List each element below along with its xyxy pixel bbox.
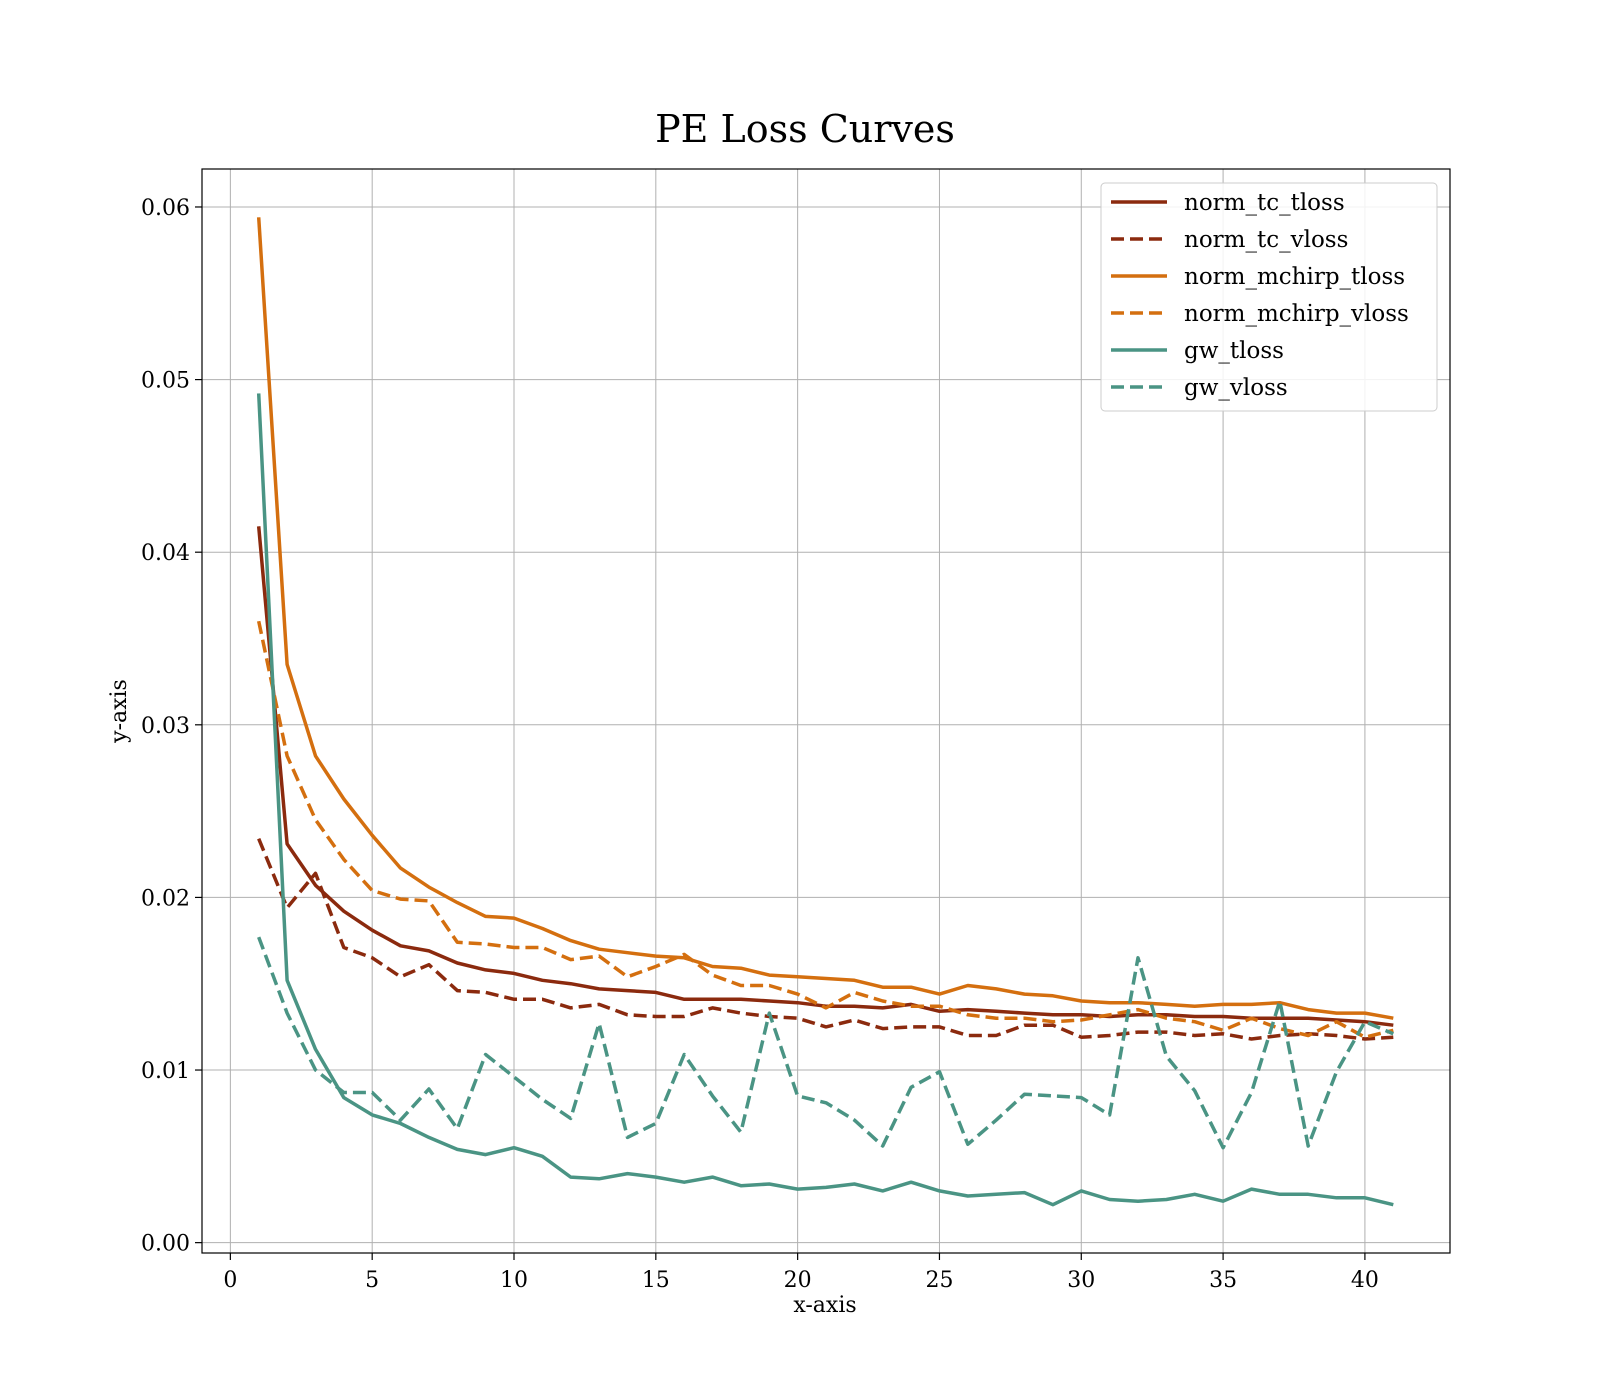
y-tick-label: 0.05 xyxy=(141,369,190,394)
legend-label: norm_tc_tloss xyxy=(1184,190,1345,216)
series-line-gw-vloss xyxy=(257,936,1394,1150)
x-tick-label: 25 xyxy=(925,1268,953,1293)
grid-lines xyxy=(202,169,1450,1253)
y-tick-label: 0.00 xyxy=(141,1232,190,1257)
x-tick-label: 10 xyxy=(500,1268,528,1293)
x-axis-label: x-axis xyxy=(793,1293,856,1318)
series-lines xyxy=(256,217,1394,1207)
legend: norm_tc_tloss norm_tc_vloss norm_mchirp_tl… xyxy=(1100,182,1438,412)
y-ticks: 0.00 0.01 0.02 0.03 0.04 0.05 0.06 xyxy=(141,196,202,1257)
chart-title: PE Loss Curves xyxy=(655,107,955,151)
x-tick-label: 20 xyxy=(784,1268,812,1293)
series-line-norm-mchirp-vloss xyxy=(256,620,1394,1039)
legend-label: gw_tloss xyxy=(1184,338,1284,364)
y-tick-label: 0.03 xyxy=(141,714,190,739)
legend-label: gw_vloss xyxy=(1184,375,1288,401)
x-tick-label: 0 xyxy=(223,1268,237,1293)
x-ticks: 0 5 10 15 20 25 30 35 40 xyxy=(223,1253,1379,1293)
legend-label: norm_tc_vloss xyxy=(1184,227,1348,253)
x-tick-label: 30 xyxy=(1067,1268,1095,1293)
series-line-norm-tc-vloss xyxy=(257,838,1394,1041)
x-tick-label: 5 xyxy=(365,1268,379,1293)
y-tick-label: 0.01 xyxy=(141,1059,190,1084)
x-tick-label: 15 xyxy=(642,1268,670,1293)
legend-box xyxy=(1100,182,1438,412)
x-tick-label: 35 xyxy=(1209,1268,1237,1293)
y-axis-label: y-axis xyxy=(107,679,132,744)
x-tick-label: 40 xyxy=(1351,1268,1379,1293)
plot-frame xyxy=(201,168,1451,1254)
y-tick-label: 0.06 xyxy=(141,196,190,221)
y-tick-label: 0.02 xyxy=(141,886,190,911)
y-tick-label: 0.04 xyxy=(141,541,190,566)
legend-label: norm_mchirp_vloss xyxy=(1184,301,1409,327)
series-line-norm-mchirp-tloss xyxy=(256,217,1394,1020)
series-line-gw-tloss xyxy=(256,393,1394,1207)
legend-label: norm_mchirp_tloss xyxy=(1184,264,1405,290)
